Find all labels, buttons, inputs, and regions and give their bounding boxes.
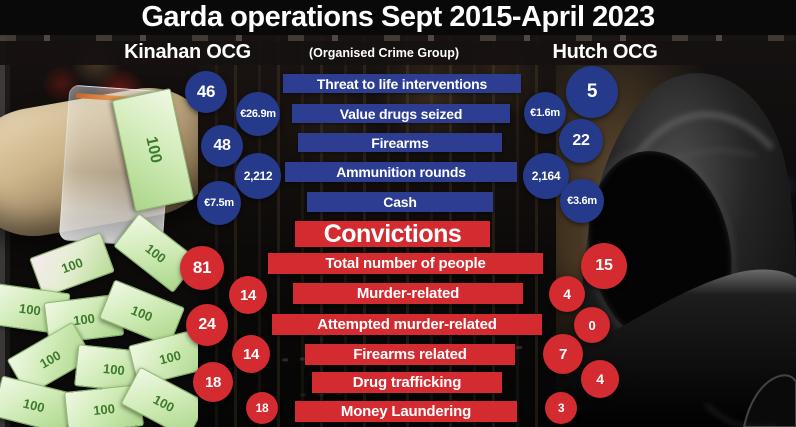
hutch-money-laundering-value: 3 — [545, 392, 577, 424]
banknote-label: 100 — [18, 300, 42, 318]
kinahan-firearms-related-value: 14 — [232, 335, 270, 373]
kinahan-murder-value: 14 — [229, 276, 267, 314]
kinahan-drugs-value: €26.9m — [236, 92, 280, 136]
hutch-drug-trafficking-value: 4 — [581, 360, 619, 398]
stat-bar-drug-trafficking: Drug trafficking — [312, 372, 502, 393]
banknote-label: 100 — [21, 395, 47, 415]
hutch-murder-value: 4 — [549, 276, 585, 312]
hutch-drugs-value: €1.6m — [524, 92, 566, 134]
hutch-total-people-value: 15 — [581, 243, 627, 289]
stat-bar-murder-related: Murder-related — [293, 283, 523, 304]
stat-bar-money-laundering: Money Laundering — [295, 401, 517, 422]
kinahan-group-header: Kinahan OCG — [124, 41, 251, 63]
hutch-threat-value: 5 — [566, 66, 618, 118]
banknote-label: 100 — [92, 400, 116, 418]
hutch-firearms-related-value: 7 — [543, 334, 583, 374]
kinahan-cash-value: €7.5m — [197, 181, 241, 225]
kinahan-money-laundering-value: 18 — [246, 392, 278, 424]
photo-divider-strip — [0, 34, 796, 41]
stat-bar-firearms-related: Firearms related — [305, 344, 515, 365]
hutch-attempted-murder-value: 0 — [574, 307, 610, 343]
kinahan-drug-trafficking-value: 18 — [193, 362, 233, 402]
stat-bar-threat-to-life: Threat to life interventions — [283, 74, 521, 93]
title-bar: Garda operations Sept 2015-April 2023 — [0, 0, 796, 35]
banknote-label: 100 — [150, 391, 178, 415]
banknote-label: 100 — [72, 310, 96, 328]
group-header-bar: Kinahan OCG (Organised Crime Group) Hutc… — [0, 41, 796, 65]
drugs-and-cash-photo: 100 100 100 100 100 100 100 100 100 100 … — [0, 36, 198, 427]
kinahan-ammunition-value: 2,212 — [235, 153, 281, 199]
banknote-label: 100 — [129, 301, 155, 325]
ocg-abbreviation-note: (Organised Crime Group) — [308, 46, 460, 60]
stat-bar-cash: Cash — [307, 192, 493, 212]
hutch-cash-value: €3.6m — [560, 179, 604, 223]
euro-banknote: 100 — [29, 232, 115, 298]
banknote-label: 100 — [102, 360, 126, 378]
stat-bar-attempted-murder: Attempted murder-related — [272, 314, 542, 335]
banknote-label: 100 — [36, 347, 64, 371]
kinahan-firearms-value: 48 — [201, 125, 243, 167]
stat-bar-firearms: Firearms — [298, 133, 502, 152]
banknote-label: 100 — [59, 254, 85, 276]
kinahan-attempted-murder-value: 24 — [186, 304, 228, 346]
hutch-group-header: Hutch OCG — [552, 41, 658, 63]
stat-bar-value-drugs: Value drugs seized — [292, 104, 510, 123]
stat-bar-total-people: Total number of people — [268, 253, 543, 274]
stat-bar-ammunition: Ammunition rounds — [285, 162, 517, 182]
kinahan-threat-value: 46 — [185, 71, 227, 113]
banknote-label: 100 — [142, 240, 170, 266]
convictions-section-header: Convictions — [295, 220, 490, 248]
banknote-label: 100 — [142, 135, 165, 165]
kinahan-total-people-value: 81 — [180, 246, 224, 290]
hutch-firearms-value: 22 — [559, 119, 603, 163]
page-title: Garda operations Sept 2015-April 2023 — [141, 1, 655, 33]
banknote-label: 100 — [157, 347, 183, 367]
